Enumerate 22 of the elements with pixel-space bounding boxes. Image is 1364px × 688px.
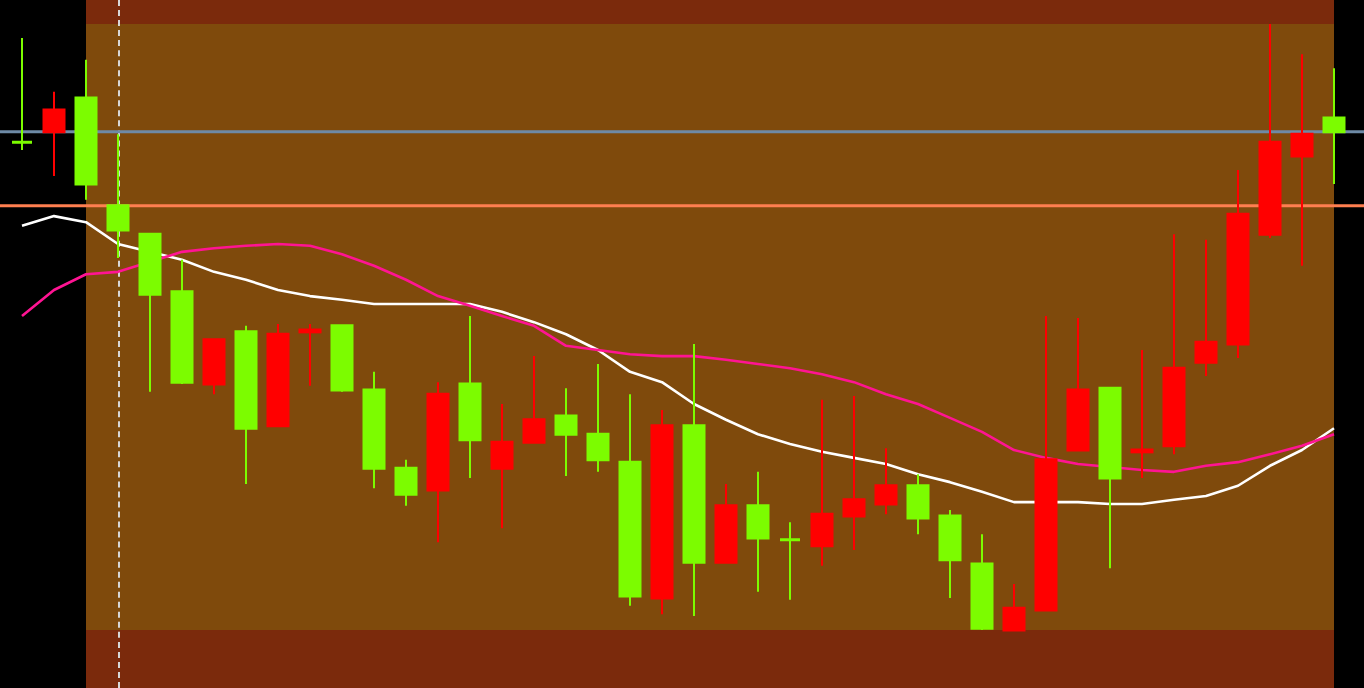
candlestick [778, 521, 802, 601]
candlestick [522, 355, 546, 444]
candlestick [586, 362, 610, 473]
candlestick [490, 402, 514, 530]
candlestick [1194, 238, 1218, 378]
candlestick [1322, 67, 1346, 185]
candlestick [1002, 582, 1026, 632]
candlestick [298, 322, 322, 387]
candlestick [10, 36, 34, 152]
candlestick [554, 387, 578, 478]
candlestick [202, 338, 226, 396]
candlestick [394, 458, 418, 507]
candlestick [810, 398, 834, 567]
candlestick [842, 395, 866, 552]
candlestick [1290, 53, 1314, 267]
candlestick [938, 509, 962, 599]
candlestick [906, 473, 930, 536]
candlestick [106, 133, 130, 259]
candlestick [1130, 349, 1154, 479]
candlestick [874, 447, 898, 516]
candlestick [42, 90, 66, 178]
candlestick [746, 470, 770, 593]
